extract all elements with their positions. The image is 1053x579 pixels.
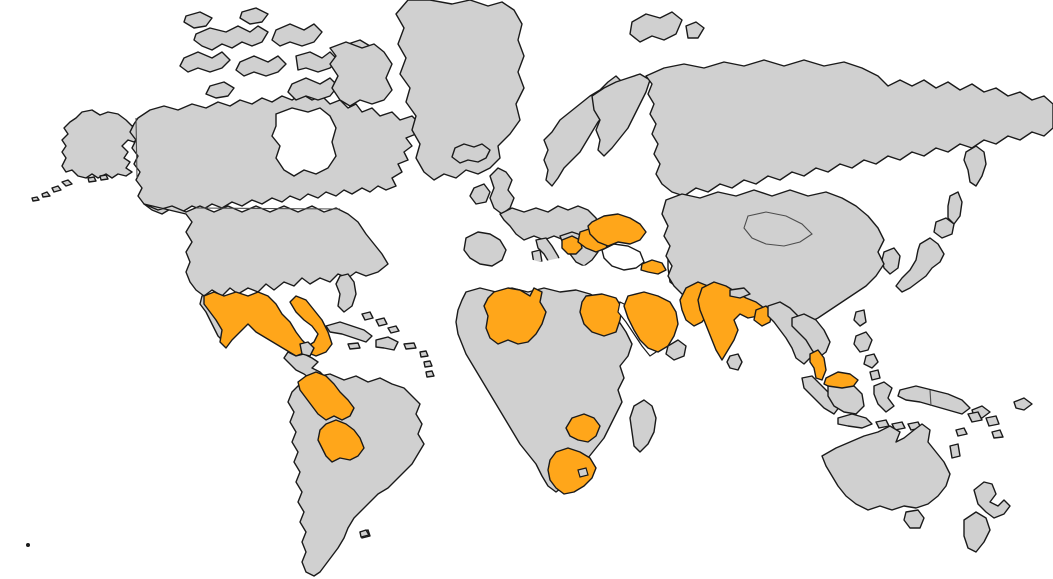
country-nepal bbox=[729, 287, 751, 299]
country-ireland bbox=[469, 183, 491, 205]
island-tasmania bbox=[903, 509, 925, 529]
country-iceland bbox=[451, 143, 491, 164]
country-alaska bbox=[61, 109, 143, 179]
island-falklands bbox=[359, 529, 370, 538]
country-australia bbox=[821, 423, 951, 511]
island-sulawesi bbox=[873, 381, 895, 413]
island-sumatra bbox=[801, 375, 841, 415]
islands-lesser-antilles bbox=[419, 350, 435, 378]
island-aleutians bbox=[31, 174, 109, 202]
map-dot-marker bbox=[26, 543, 30, 547]
country-algeria bbox=[483, 287, 547, 345]
country-south-africa bbox=[547, 447, 597, 495]
region-iberia bbox=[463, 231, 507, 267]
region-northern-asia bbox=[645, 59, 1053, 197]
border-papua bbox=[929, 389, 932, 407]
country-greenland bbox=[395, 0, 525, 181]
country-lesotho bbox=[577, 467, 589, 478]
country-ukraine bbox=[587, 213, 647, 247]
island-madagascar bbox=[629, 399, 657, 453]
region-florida bbox=[335, 273, 357, 313]
country-philippines bbox=[853, 331, 881, 381]
country-sweden-finland bbox=[591, 73, 651, 157]
region-indochina bbox=[767, 301, 817, 365]
island-taiwan bbox=[853, 309, 867, 327]
border-mongolia bbox=[743, 211, 813, 247]
island-new-guinea bbox=[897, 385, 971, 415]
hudson-bay bbox=[271, 107, 337, 177]
country-bolivia bbox=[317, 419, 365, 463]
country-zambia bbox=[565, 413, 601, 443]
country-mexico bbox=[203, 291, 333, 357]
island-hispaniola bbox=[375, 336, 399, 351]
country-canada bbox=[129, 93, 421, 215]
island-java bbox=[837, 413, 873, 429]
country-japan bbox=[895, 237, 945, 293]
islands-svalbard bbox=[629, 11, 705, 43]
island-hokkaido bbox=[933, 217, 955, 239]
country-new-zealand bbox=[963, 481, 1011, 553]
islands-pacific bbox=[949, 397, 1033, 459]
border-usa-canada bbox=[195, 207, 341, 210]
border-alaska-canada bbox=[135, 117, 138, 179]
island-puerto-rico bbox=[403, 342, 417, 350]
island-borneo bbox=[827, 385, 865, 415]
mediterranean-sea bbox=[500, 256, 616, 290]
country-egypt bbox=[579, 293, 623, 337]
country-malaysia-peninsular bbox=[809, 349, 827, 381]
region-oman-yemen bbox=[665, 339, 687, 361]
country-georgia bbox=[640, 259, 667, 275]
region-kamchatka bbox=[963, 145, 987, 187]
island-baffin bbox=[329, 41, 393, 107]
islands-melanesia bbox=[967, 411, 1000, 427]
island-jamaica bbox=[347, 342, 361, 350]
island-cuba bbox=[325, 321, 373, 343]
black-sea bbox=[601, 243, 645, 271]
island-sakhalin bbox=[947, 191, 963, 225]
country-bosnia bbox=[561, 235, 583, 255]
islands-bahamas bbox=[361, 311, 400, 334]
region-yucatan bbox=[299, 341, 315, 357]
country-colombia bbox=[297, 371, 355, 421]
country-sri-lanka bbox=[726, 353, 743, 371]
continent-south-america bbox=[287, 373, 425, 577]
country-united-kingdom bbox=[489, 167, 515, 215]
